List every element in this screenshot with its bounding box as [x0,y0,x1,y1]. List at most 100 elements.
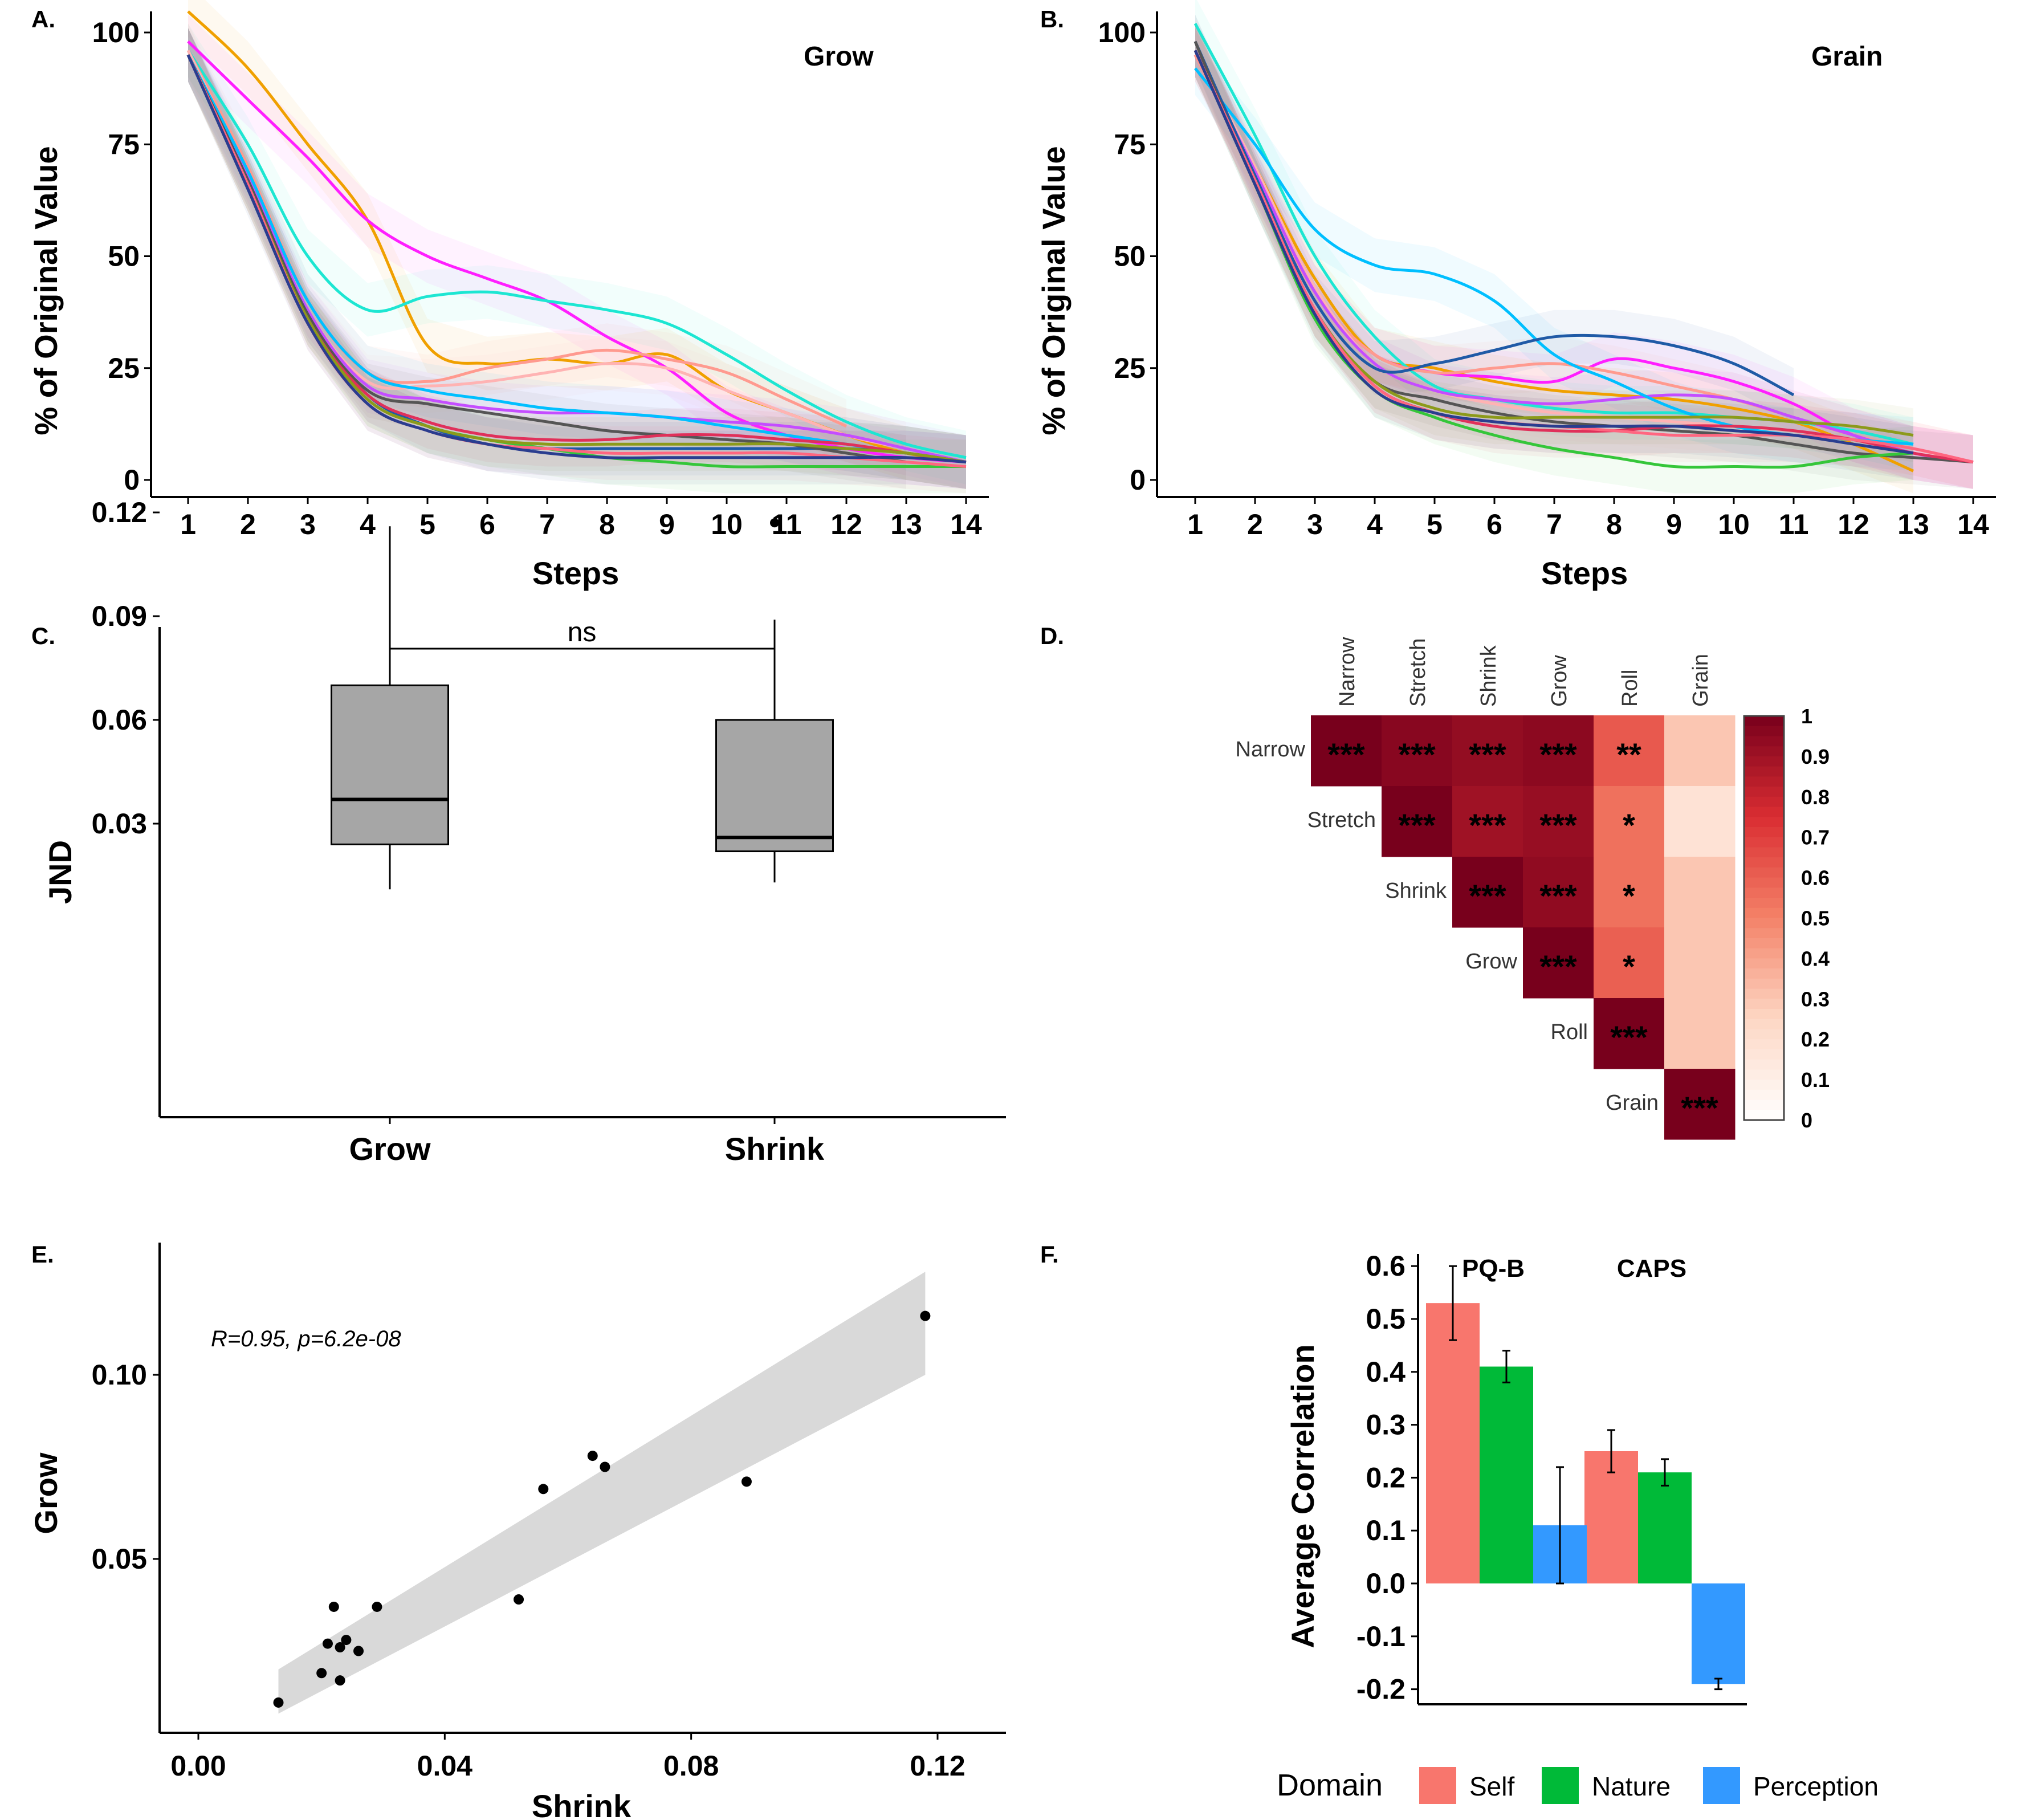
panel-a-y-label: % of Original Value [28,146,64,435]
heatmap-column-label: Narrow [1335,637,1359,707]
scatter-point [514,1594,524,1605]
panel-f-bar: F. -0.2 -0.1 0.0 0.1 0.2 0.3 0.4 0.5 0.6 PQ-B CA… [1040,1241,1879,1804]
confidence-band-s14 [1195,23,1913,481]
heatmap-cell [1523,927,1594,999]
x-tick-label: 10 [711,508,743,540]
significance-label: ns [568,617,597,648]
x-tick-label: 10 [1718,508,1750,540]
panel-e-scatter: E. 0.00 0.04 0.08 0.12 0.05 0.10 R=0.95, p=6.… [28,1241,1006,1820]
y-tick-label: -0.2 [1356,1674,1406,1705]
x-tick-label: 12 [830,508,862,540]
legend-swatch-nature [1542,1767,1579,1804]
legend-title: Domain [1277,1768,1383,1802]
confidence-band-s10 [188,28,966,494]
colorbar-step [1744,867,1784,878]
line-series-s6 [1193,50,1974,464]
heatmap-column-label: Grain [1689,654,1713,707]
scatter-point [341,1635,352,1646]
colorbar-step [1744,826,1784,838]
colorbar-step [1744,857,1784,868]
y-tick-label: 25 [108,352,140,384]
confidence-band-s9 [1195,14,1973,489]
heatmap-column-label: Grow [1547,655,1571,707]
colorbar-step [1744,736,1784,747]
y-tick-label: 0.09 [92,600,147,632]
y-tick-label: 0.1 [1366,1514,1406,1546]
scatter-point [920,1310,931,1321]
error-bar [1556,1466,1564,1585]
heatmap-cell [1664,998,1736,1069]
y-tick-label: 0.12 [92,496,147,528]
scatter-point [335,1675,345,1686]
colorbar-step [1744,1100,1784,1111]
heatmap-cell [1523,715,1594,787]
heatmap-cell [1664,1069,1736,1140]
x-tick-label: 9 [1666,508,1682,540]
heatmap-cell [1311,715,1382,787]
confidence-band-s3 [188,23,966,484]
heatmap-cell [1523,857,1594,928]
confidence-band-s13 [188,28,966,494]
panel-e-point-layer [273,1310,931,1708]
significance-bracket [389,648,776,661]
group-label-pq-b: PQ-B [1462,1255,1525,1282]
significance-stars: *** [1469,807,1506,843]
confidence-band-s11 [188,28,966,489]
confidence-band-s10 [1195,23,1913,494]
colorbar-step [1744,958,1784,970]
y-tick-label: 100 [92,17,140,48]
x-tick-label: 6 [479,508,495,540]
x-tick-label: 5 [419,508,435,540]
y-tick-label: 0.5 [1366,1303,1406,1335]
x-tick-label: 4 [1367,508,1383,540]
line-series-s2 [187,40,967,464]
colorbar-step [1744,746,1784,757]
x-tick-label: Shrink [725,1131,825,1167]
colorbar-tick-label: 0.6 [1801,866,1830,890]
y-tick-label: 0 [1130,464,1146,496]
bar-perception [1692,1583,1745,1684]
panel-b-letter: B. [1040,6,1064,32]
line-series-s3 [186,50,967,459]
y-tick-label: 0.6 [1366,1250,1406,1282]
colorbar-tick-label: 0.3 [1801,987,1830,1011]
box-shrink [715,719,834,853]
panel-d-correlation-heatmap: D. Narrow Stretch Shrink Grow Roll Grain Narro… [1040,622,1830,1140]
heatmap-cell [1664,857,1736,928]
x-tick-label: 7 [1546,508,1562,540]
error-bar [1661,1458,1669,1487]
colorbar-step [1744,776,1784,788]
y-tick-label: 0.2 [1366,1461,1406,1493]
colorbar-step [1744,1069,1784,1081]
panel-e-axes: 0.00 0.04 0.08 0.12 0.05 0.10 [92,1243,1006,1782]
heatmap-cell [1594,715,1665,787]
colorbar-tick-label: 0 [1801,1109,1812,1132]
panel-e-letter: E. [31,1241,54,1268]
x-tick-label: 13 [890,508,922,540]
panel-a-title: Grow [804,42,874,72]
scatter-point [273,1697,284,1708]
colorbar-tick-label: 0.5 [1801,907,1830,930]
heatmap-row-label: Roll [1551,1020,1588,1044]
panel-d-colorbar: 0 0.1 0.2 0.3 0.4 0.5 0.6 0.7 0.8 0.9 1 [1743,705,1830,1132]
panel-f-y-label: Average Correlation [1285,1344,1321,1648]
significance-stars: ** [1616,736,1641,772]
heatmap-cell [1594,927,1665,999]
colorbar-frame [1743,715,1785,1121]
significance-stars: *** [1539,807,1577,843]
confidence-band-s1 [188,0,966,489]
colorbar-step [1744,968,1784,979]
heatmap-cell [1523,786,1594,857]
significance-stars: * [1623,807,1635,843]
confidence-band-s6 [188,28,966,489]
x-tick-label: 8 [599,508,615,540]
heatmap-row-label: Grow [1465,950,1517,974]
colorbar-step [1744,796,1784,808]
y-tick-label: 0 [124,464,140,496]
x-tick-label: 1 [180,508,196,540]
colorbar-step [1744,999,1784,1010]
legend-swatch-perception [1703,1767,1740,1804]
